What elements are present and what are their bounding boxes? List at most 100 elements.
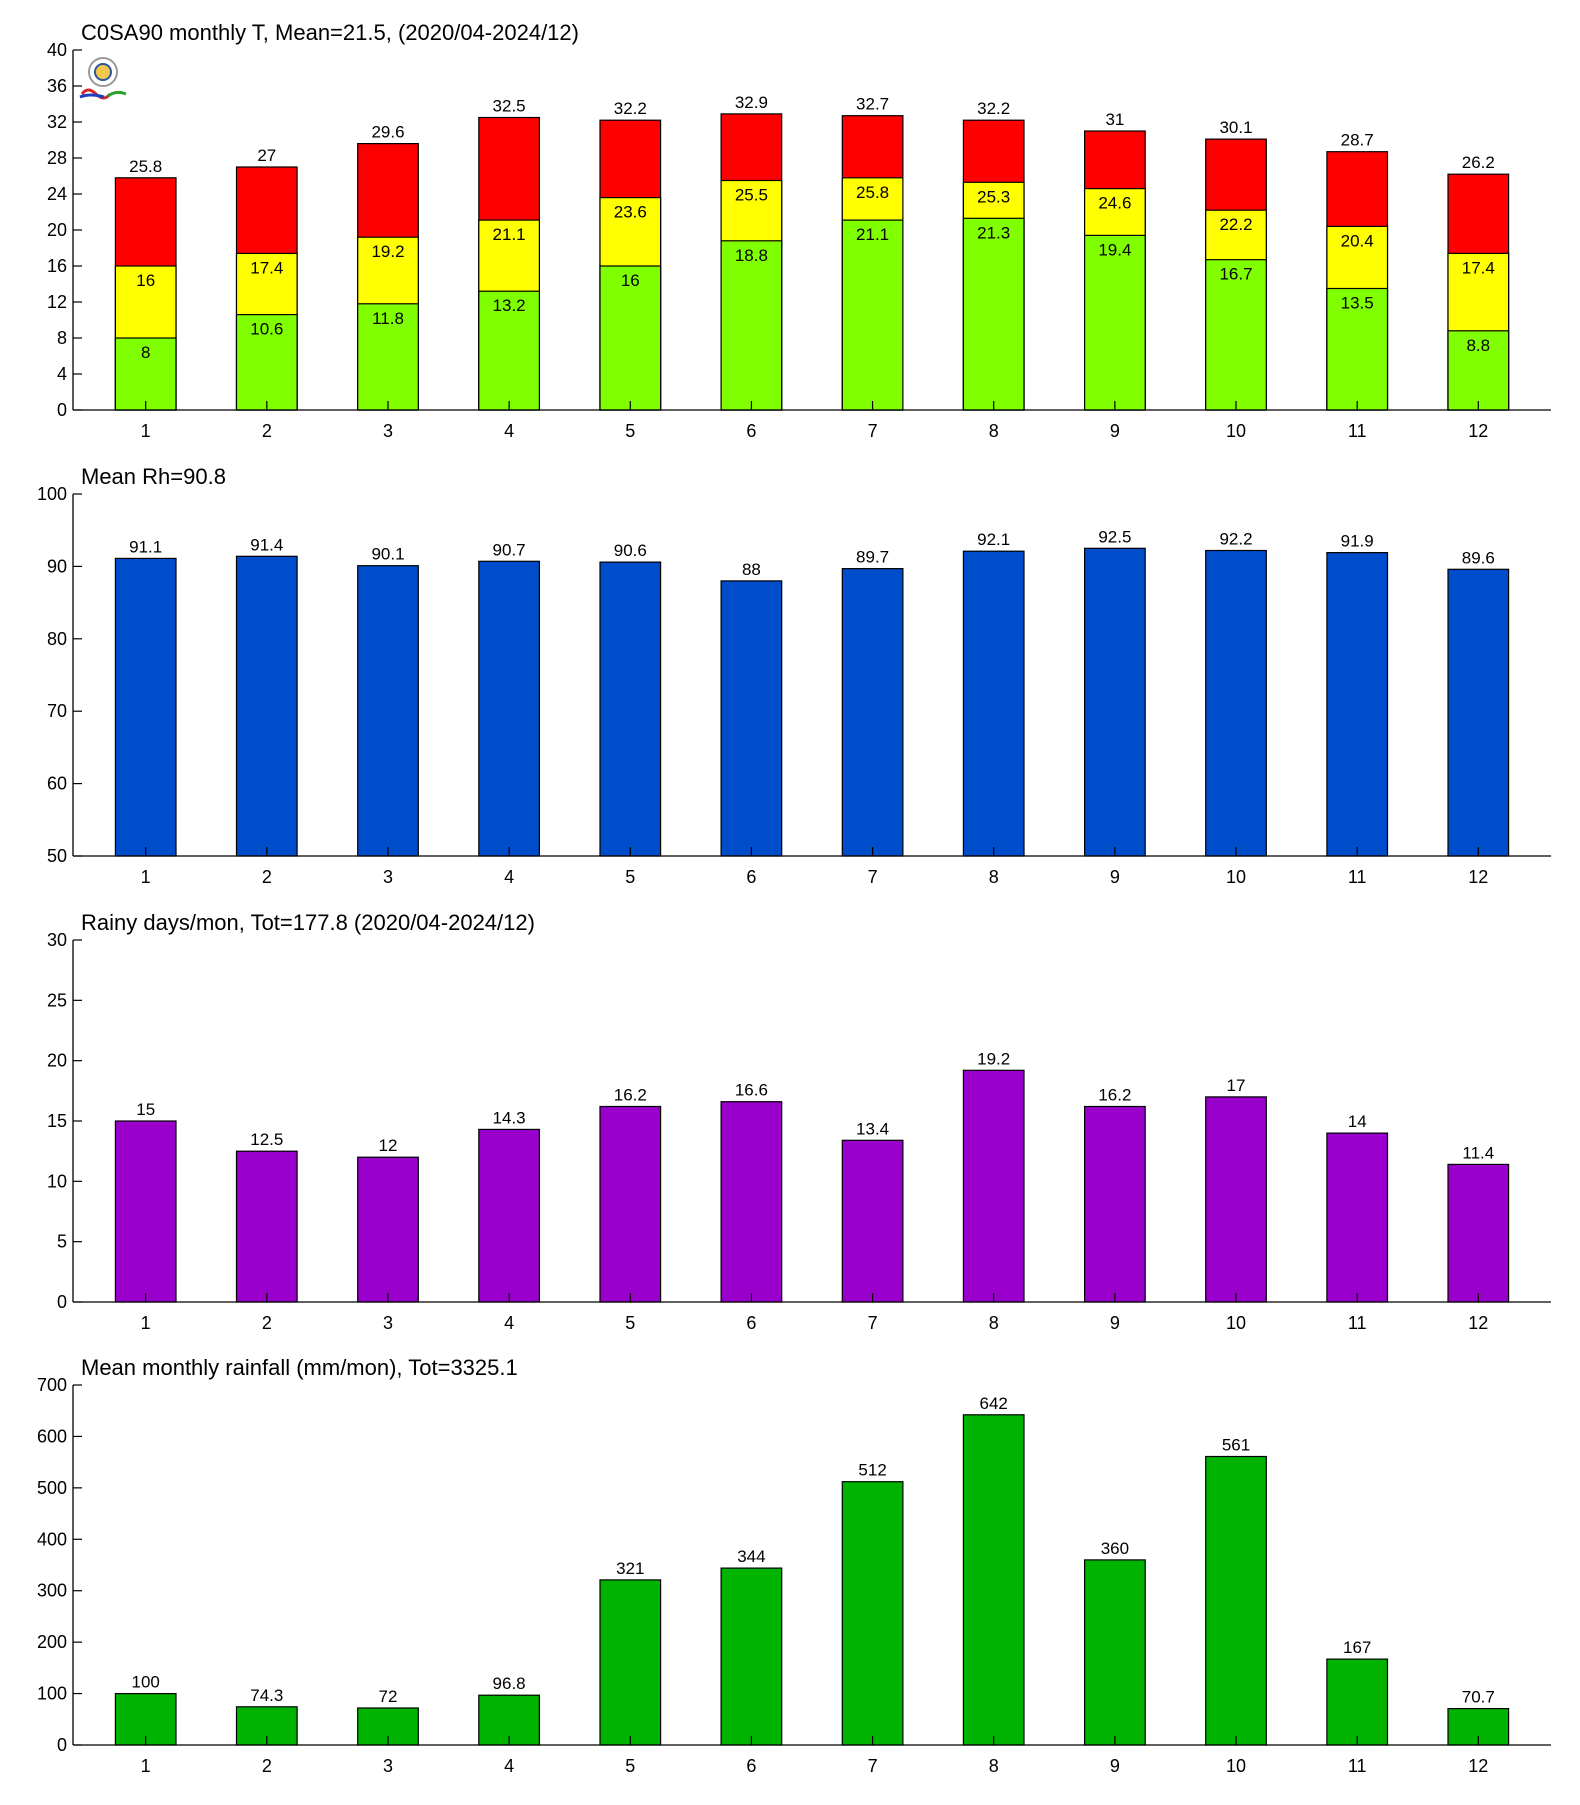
x-tick-label: 1 <box>141 421 151 441</box>
bar-6-series-3 <box>720 240 783 411</box>
x-tick-label: 9 <box>1110 1313 1120 1333</box>
y-tick-label: 36 <box>47 76 67 96</box>
bar-9-series-1 <box>1083 547 1146 857</box>
data-label-12-series-2: 17.4 <box>1462 258 1495 277</box>
bar-5-series-1 <box>599 1579 662 1746</box>
x-tick-label: 2 <box>262 1756 272 1776</box>
y-tick-label: 0 <box>57 1735 67 1755</box>
y-tick-label: 5 <box>57 1232 67 1252</box>
data-label-9-series-1: 31 <box>1105 110 1124 129</box>
data-label-4-series-1: 96.8 <box>493 1674 526 1693</box>
data-label-10-series-2: 22.2 <box>1219 215 1252 234</box>
x-tick-label: 12 <box>1468 1756 1488 1776</box>
chart-title: Mean Rh=90.8 <box>81 464 226 489</box>
logo-swoosh-blue <box>79 93 105 99</box>
x-tick-label: 7 <box>868 1313 878 1333</box>
bar-6-series-1 <box>720 580 783 857</box>
x-tick-label: 5 <box>625 421 635 441</box>
x-tick-label: 4 <box>504 1313 514 1333</box>
data-label-6-series-1: 344 <box>737 1547 765 1566</box>
station-logo <box>79 57 127 100</box>
data-label-10-series-1: 17 <box>1227 1076 1246 1095</box>
bar-5-series-3 <box>599 265 662 411</box>
x-tick-label: 9 <box>1110 867 1120 887</box>
x-tick-label: 6 <box>746 1313 756 1333</box>
data-label-8-series-3: 21.3 <box>977 223 1010 242</box>
x-tick-label: 4 <box>504 1756 514 1776</box>
x-tick-label: 6 <box>746 421 756 441</box>
x-tick-label: 2 <box>262 867 272 887</box>
bar-2-series-1 <box>235 555 298 857</box>
y-tick-label: 12 <box>47 292 67 312</box>
y-tick-label: 32 <box>47 112 67 132</box>
x-tick-label: 6 <box>746 867 756 887</box>
data-label-5-series-3: 16 <box>621 271 640 290</box>
data-label-10-series-1: 92.2 <box>1219 530 1252 549</box>
chart-panel-2: Mean Rh=90.891.1 91.4 90.1 90.7 90.68889.792… <box>37 464 1551 887</box>
bar-10-series-1 <box>1205 1096 1267 1303</box>
bar-7-series-1 <box>841 567 904 857</box>
bar-10-series-3 <box>1205 259 1267 411</box>
data-label-11-series-1: 14 <box>1348 1112 1367 1131</box>
data-label-1-series-1: 25.8 <box>129 157 162 176</box>
data-label-5-series-1: 321 <box>616 1559 644 1578</box>
data-label-6-series-3: 18.8 <box>735 246 768 265</box>
y-tick-label: 20 <box>47 220 67 240</box>
x-tick-label: 10 <box>1226 867 1246 887</box>
x-tick-label: 11 <box>1348 421 1367 441</box>
x-tick-label: 10 <box>1226 1313 1246 1333</box>
bar-5-series-1 <box>599 1105 662 1303</box>
bar-11-series-1 <box>1326 1658 1389 1746</box>
bar-2-series-3 <box>235 314 298 411</box>
data-label-1-series-2: 16 <box>136 271 155 290</box>
y-tick-label: 500 <box>37 1478 67 1498</box>
chart-title: C0SA90 monthly T, Mean=21.5, (2020/04-20… <box>81 20 579 45</box>
x-tick-label: 10 <box>1226 1756 1246 1776</box>
chart-panel-1: C0SA90 monthly T, Mean=21.5, (2020/04-20… <box>47 20 1551 441</box>
bar-4-series-3 <box>478 290 540 411</box>
x-tick-label: 4 <box>504 421 514 441</box>
data-label-2-series-1: 12.5 <box>250 1130 283 1149</box>
x-tick-label: 7 <box>868 421 878 441</box>
y-tick-label: 60 <box>47 774 67 794</box>
logo-swoosh-green <box>107 90 127 98</box>
data-label-1-series-1: 15 <box>136 1100 155 1119</box>
y-tick-label: 20 <box>47 1051 67 1071</box>
y-tick-label: 100 <box>37 1684 67 1704</box>
data-label-2-series-3: 10.6 <box>250 320 283 339</box>
x-tick-label: 5 <box>625 1313 635 1333</box>
x-tick-label: 3 <box>383 1313 393 1333</box>
data-label-7-series-1: 32.7 <box>856 95 889 114</box>
x-tick-label: 12 <box>1468 1313 1488 1333</box>
bar-9-series-1 <box>1083 1105 1146 1303</box>
data-label-3-series-3: 11.8 <box>372 309 404 328</box>
bar-12-series-1 <box>1447 568 1510 857</box>
data-label-11-series-1: 91.9 <box>1341 532 1374 551</box>
data-label-6-series-1: 16.6 <box>735 1081 768 1100</box>
chart-panel-3: Rainy days/mon, Tot=177.8 (2020/04-2024/… <box>47 910 1551 1333</box>
bar-4-series-1 <box>478 560 540 857</box>
y-tick-label: 0 <box>57 400 67 420</box>
y-tick-label: 400 <box>37 1529 67 1549</box>
logo-seal-inner <box>94 63 112 81</box>
data-label-11-series-1: 167 <box>1343 1638 1371 1657</box>
x-tick-label: 11 <box>1348 1313 1367 1333</box>
y-tick-label: 30 <box>47 930 67 950</box>
bar-9-series-1 <box>1083 1559 1146 1746</box>
data-label-5-series-1: 90.6 <box>614 541 647 560</box>
data-label-7-series-2: 25.8 <box>856 183 889 202</box>
x-tick-label: 1 <box>141 1756 151 1776</box>
x-tick-label: 3 <box>383 421 393 441</box>
data-label-12-series-1: 70.7 <box>1462 1688 1495 1707</box>
x-tick-label: 9 <box>1110 1756 1120 1776</box>
data-label-7-series-1: 13.4 <box>856 1119 889 1138</box>
y-tick-label: 600 <box>37 1426 67 1446</box>
data-label-9-series-1: 16.2 <box>1098 1086 1131 1105</box>
bar-8-series-1 <box>962 550 1025 857</box>
data-label-7-series-1: 89.7 <box>856 548 889 567</box>
x-tick-label: 12 <box>1468 867 1488 887</box>
y-tick-label: 80 <box>47 629 67 649</box>
data-label-9-series-1: 360 <box>1101 1539 1129 1558</box>
bar-7-series-1 <box>841 1139 904 1303</box>
x-tick-label: 5 <box>625 867 635 887</box>
